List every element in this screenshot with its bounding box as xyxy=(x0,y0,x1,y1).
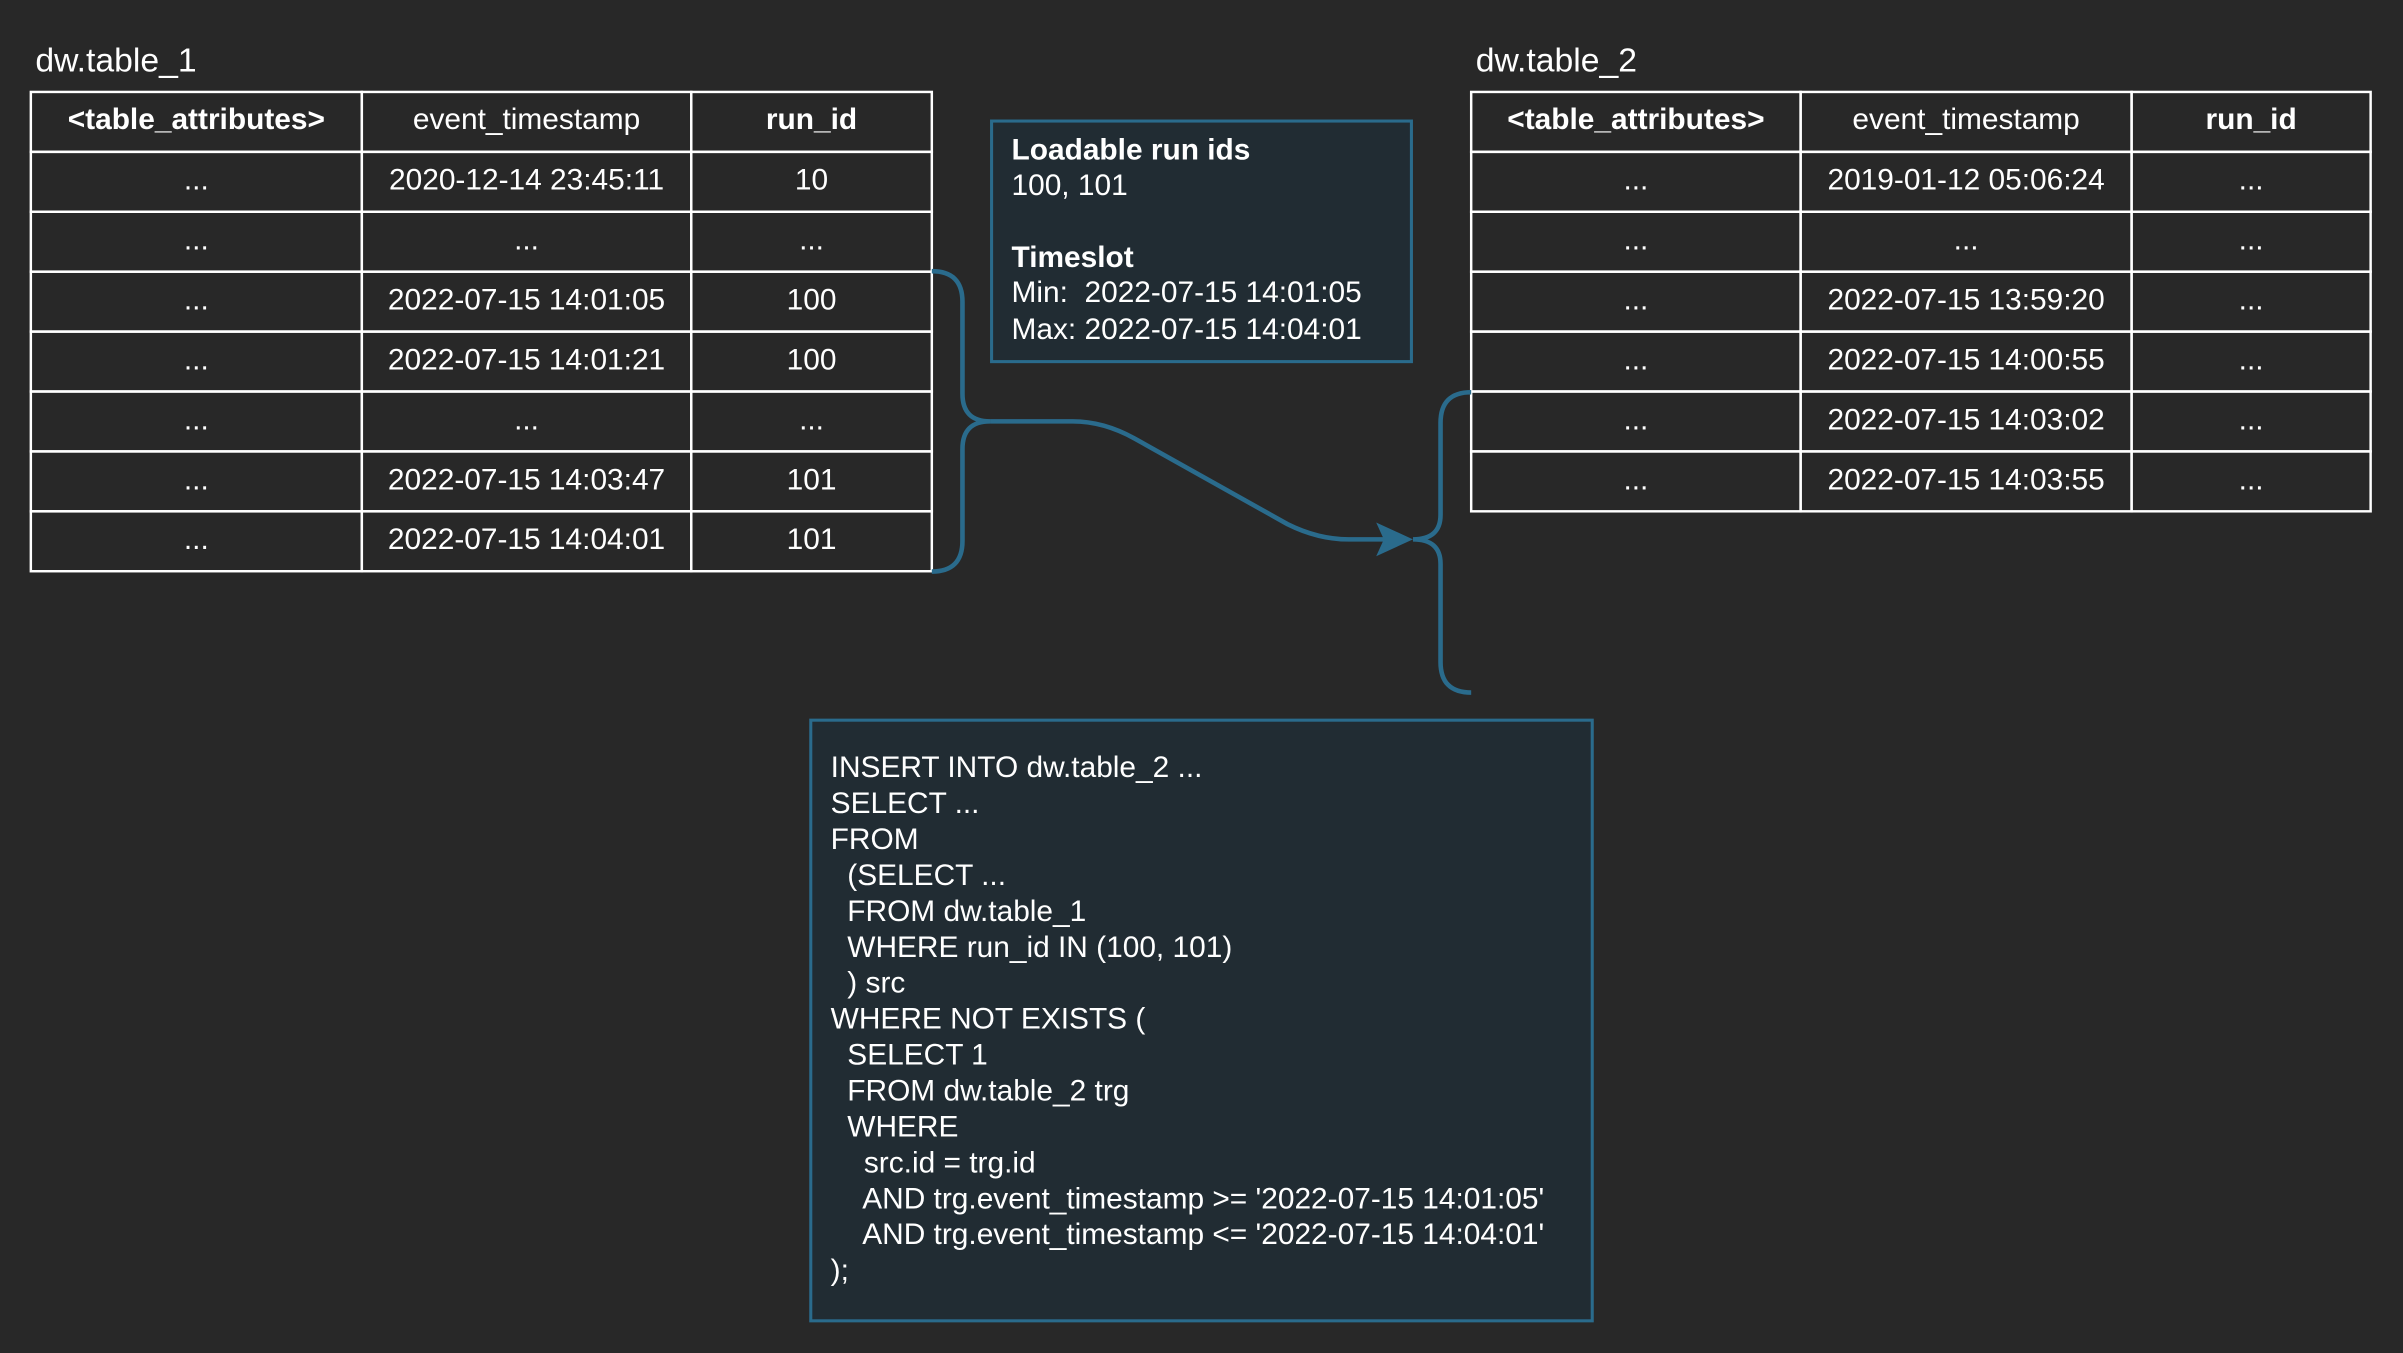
sql-line: ) src xyxy=(831,967,906,1000)
info-heading: Loadable run ids xyxy=(1011,134,1250,167)
cell-text: 2022-07-15 14:03:55 xyxy=(1827,463,2104,496)
arrow-head xyxy=(1376,522,1413,557)
table-cell xyxy=(690,510,934,573)
cell-text: ... xyxy=(184,403,209,436)
cell-text: 100 xyxy=(787,284,837,317)
sql-line: ); xyxy=(831,1254,849,1287)
header-text: run_id xyxy=(766,103,857,136)
cell-text: 101 xyxy=(787,463,837,496)
sql-box xyxy=(809,718,1594,1323)
table-title: dw.table_1 xyxy=(35,42,196,80)
cell-text: ... xyxy=(1623,403,1648,436)
cell-text: 2022-07-15 14:00:55 xyxy=(1827,343,2104,376)
info-text: Min: 2022-07-15 14:01:05 xyxy=(1011,276,1361,309)
cell-text: 2020-12-14 23:45:11 xyxy=(389,164,664,197)
header-text: event_timestamp xyxy=(413,103,640,136)
cell-text: ... xyxy=(1623,224,1648,257)
cell-text: ... xyxy=(2239,224,2264,257)
cell-text: ... xyxy=(184,463,209,496)
cell-text: 2022-07-15 14:01:21 xyxy=(388,343,665,376)
cell-text: 2022-07-15 14:03:47 xyxy=(388,463,665,496)
cell-text: ... xyxy=(514,403,539,436)
cell-text: ... xyxy=(1623,343,1648,376)
cell-text: ... xyxy=(2239,403,2264,436)
info-text: 100, 101 xyxy=(1011,169,1127,202)
cell-text: 2022-07-15 14:03:02 xyxy=(1827,403,2104,436)
cell-text: 2022-07-15 14:04:01 xyxy=(388,523,665,556)
cell-text: ... xyxy=(2239,164,2264,197)
sql-line: WHERE NOT EXISTS ( xyxy=(831,1003,1146,1036)
sql-line: AND trg.event_timestamp >= '2022-07-15 1… xyxy=(831,1182,1545,1215)
cell-text: ... xyxy=(184,164,209,197)
cell-text: ... xyxy=(2239,463,2264,496)
cell-text: 101 xyxy=(787,523,837,556)
cell-text: ... xyxy=(184,284,209,317)
sql-line: FROM dw.table_1 xyxy=(831,895,1087,928)
table-cell xyxy=(2130,450,2372,513)
cell-text: ... xyxy=(1954,224,1979,257)
arrow xyxy=(990,419,1398,542)
cell-text: ... xyxy=(1623,463,1648,496)
cell-text: 2022-07-15 13:59:20 xyxy=(1827,284,2104,317)
cell-text: ... xyxy=(2239,284,2264,317)
header-text: event_timestamp xyxy=(1852,103,2079,136)
table-1: <table_attributes> event_timestamp run_id.… xyxy=(29,90,934,573)
header-text: run_id xyxy=(2205,103,2296,136)
sql-line: FROM dw.table_2 trg xyxy=(831,1074,1130,1107)
cell-text: 2022-07-15 14:01:05 xyxy=(388,284,665,317)
cell-text: ... xyxy=(514,224,539,257)
bracket xyxy=(1412,389,1472,695)
sql-line: INSERT INTO dw.table_2 ... xyxy=(831,751,1203,784)
sql-line: SELECT 1 xyxy=(831,1039,988,1072)
sql-line: WHERE xyxy=(831,1110,959,1143)
table-2: <table_attributes> event_timestamp run_id.… xyxy=(1469,90,2372,513)
info-heading: Timeslot xyxy=(1011,241,1133,274)
sql-line: src.id = trg.id xyxy=(831,1146,1036,1179)
sql-line: WHERE run_id IN (100, 101) xyxy=(831,931,1233,964)
cell-text: ... xyxy=(799,224,824,257)
info-text: Max: 2022-07-15 14:04:01 xyxy=(1011,313,1361,346)
cell-text: 100 xyxy=(787,343,837,376)
cell-text: 2019-01-12 05:06:24 xyxy=(1827,164,2104,197)
header-text: <table_attributes> xyxy=(1507,103,1764,136)
header-text: <table_attributes> xyxy=(68,103,325,136)
info-box xyxy=(990,119,1413,364)
cell-text: ... xyxy=(184,343,209,376)
cell-text: ... xyxy=(1623,284,1648,317)
cell-text: ... xyxy=(799,403,824,436)
table-title: dw.table_2 xyxy=(1476,42,1637,80)
cell-text: ... xyxy=(2239,343,2264,376)
sql-line: AND trg.event_timestamp <= '2022-07-15 1… xyxy=(831,1218,1545,1251)
sql-line: FROM xyxy=(831,823,919,856)
cell-text: ... xyxy=(1623,164,1648,197)
sql-line: (SELECT ... xyxy=(831,859,1006,892)
cell-text: 10 xyxy=(795,164,828,197)
cell-text: ... xyxy=(184,224,209,257)
cell-text: ... xyxy=(184,523,209,556)
sql-code: INSERT INTO dw.table_2 ...SELECT ...FROM… xyxy=(831,751,1545,1287)
sql-line: SELECT ... xyxy=(831,787,980,820)
